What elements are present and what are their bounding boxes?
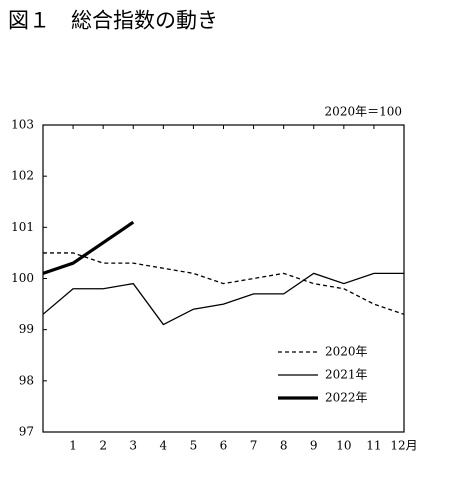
x-tick-label: 12月 [390,439,417,453]
x-tick-label: 8 [280,439,288,453]
legend-label: 2022年 [325,391,368,405]
legend-label: 2021年 [325,368,368,382]
series-line [43,252,405,315]
x-tick-label: 7 [250,439,258,453]
y-tick-label: 103 [11,118,34,132]
chart-subtitle: 2020年＝100 [325,105,402,119]
plot-frame [42,124,405,433]
y-tick-label: 99 [19,322,34,336]
chart-title: 図１ 総合指数の動き [8,9,218,33]
x-tick-label: 5 [190,439,198,453]
x-tick-label: 4 [160,439,168,453]
x-tick-label: 3 [129,439,137,453]
x-tick-label: 1 [69,439,77,453]
x-tick-label: 11 [366,439,381,453]
x-tick-label: 6 [220,439,228,453]
x-tick-label: 2 [99,439,107,453]
series-line [42,272,404,326]
y-tick-label: 100 [11,271,34,285]
x-tick-label: 10 [336,439,351,453]
y-tick-label: 101 [11,220,34,234]
x-tick-label: 9 [310,439,318,453]
y-tick-label: 97 [19,425,34,439]
y-tick-label: 102 [11,169,34,183]
y-tick-label: 98 [19,373,34,387]
legend-label: 2020年 [325,345,368,359]
series-line [42,220,135,275]
